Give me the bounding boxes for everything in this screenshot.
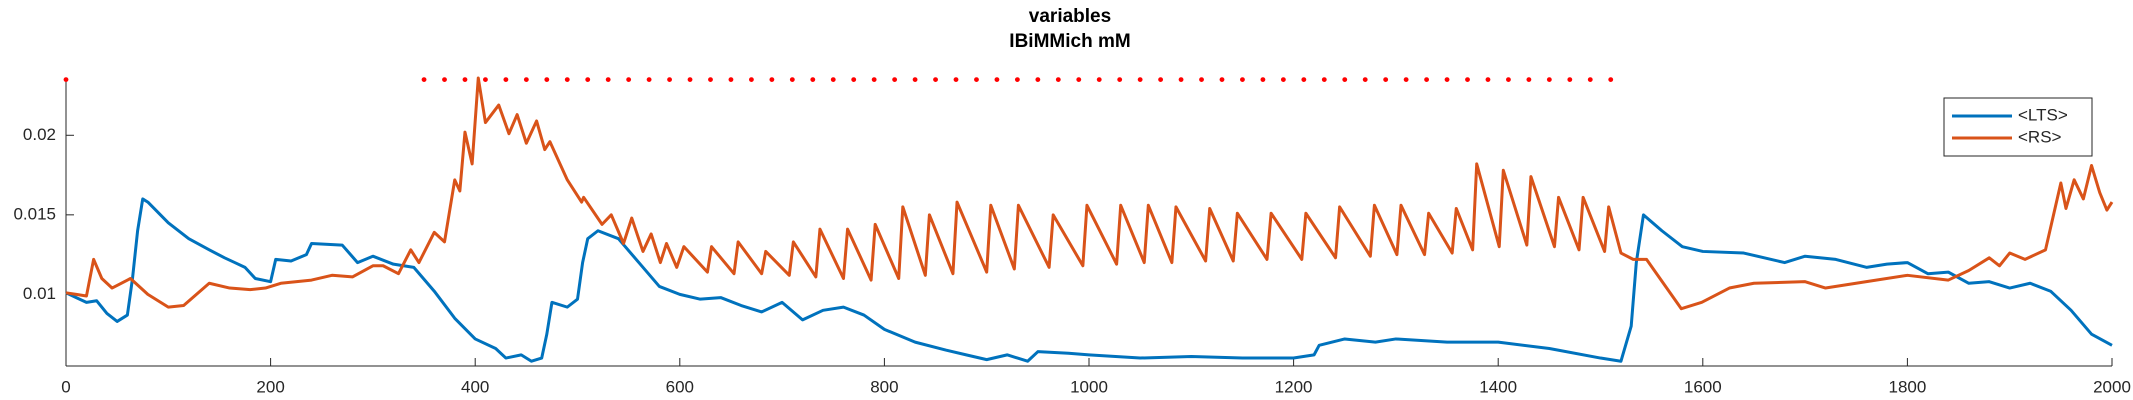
marker-dot	[63, 77, 69, 82]
marker-dot	[1465, 77, 1470, 82]
marker-dot	[892, 77, 898, 82]
marker-dot	[687, 77, 693, 82]
x-tick-label: 2000	[2093, 377, 2131, 396]
x-tick-label: 1400	[1479, 377, 1517, 396]
marker-dot	[1444, 77, 1450, 82]
marker-dot	[1506, 77, 1511, 82]
x-tick-label: 1800	[1888, 377, 1926, 396]
marker-dot	[769, 77, 775, 82]
marker-dot	[1485, 77, 1491, 82]
marker-dot	[708, 77, 713, 82]
marker-dot	[1362, 77, 1368, 82]
marker-dot	[789, 77, 795, 82]
x-tick-label: 1600	[1684, 377, 1722, 396]
marker-dot	[1219, 77, 1225, 82]
marker-dot	[605, 77, 611, 82]
marker-dot	[810, 77, 816, 82]
y-tick-label: 0.015	[13, 204, 56, 223]
marker-dot	[871, 77, 877, 82]
marker-dot	[1587, 77, 1593, 82]
marker-dot	[728, 77, 734, 82]
marker-dot	[442, 77, 447, 82]
marker-dot	[1014, 77, 1020, 82]
marker-dot	[1055, 77, 1061, 82]
marker-dot	[667, 77, 672, 82]
marker-dot	[646, 77, 652, 82]
marker-dot	[933, 77, 938, 82]
legend-label: <LTS>	[2018, 105, 2068, 124]
x-tick-label: 1000	[1070, 377, 1108, 396]
marker-dot	[585, 77, 591, 82]
chart-title: variables	[1029, 6, 1111, 27]
legend-box	[1943, 97, 2093, 157]
marker-dot	[1526, 77, 1532, 82]
marker-dot	[523, 77, 529, 82]
marker-dot	[462, 77, 468, 82]
marker-dot	[851, 77, 857, 82]
series-line	[65, 197, 2113, 363]
marker-dot	[1199, 77, 1204, 82]
x-tick-label: 1200	[1275, 377, 1313, 396]
x-tick-label: 0	[61, 377, 70, 396]
marker-dot	[1158, 77, 1164, 82]
marker-dot	[544, 77, 550, 82]
x-tick-label: 600	[666, 377, 694, 396]
marker-dot	[626, 77, 632, 82]
y-tick-label: 0.02	[23, 125, 56, 144]
marker-dot	[1096, 77, 1102, 82]
marker-dot	[749, 77, 754, 82]
marker-dot	[564, 77, 570, 82]
marker-dot	[953, 77, 959, 82]
x-tick-label: 800	[870, 377, 898, 396]
marker-dot	[1260, 77, 1266, 82]
marker-dot	[974, 77, 979, 82]
marker-dot	[1342, 77, 1348, 82]
marker-dot	[1280, 77, 1286, 82]
marker-dot	[1424, 77, 1429, 82]
marker-dot	[1608, 77, 1614, 82]
marker-dot	[1035, 77, 1041, 82]
marker-dot	[1117, 77, 1123, 82]
marker-dot	[1178, 77, 1184, 82]
marker-dot	[483, 77, 488, 82]
x-tick-label: 200	[256, 377, 284, 396]
marker-dot	[1301, 77, 1307, 82]
marker-dot	[830, 77, 836, 82]
chart-subtitle: IBiMMich mM	[1009, 31, 1130, 52]
marker-dot	[1076, 77, 1082, 82]
marker-dot	[994, 77, 1000, 82]
marker-dot	[1567, 77, 1573, 82]
y-tick-label: 0.01	[23, 284, 56, 303]
series-line	[65, 76, 2114, 311]
marker-dot	[1383, 77, 1389, 82]
marker-dot	[1546, 77, 1552, 82]
marker-dot	[912, 77, 918, 82]
marker-dot	[503, 77, 509, 82]
marker-dot	[1321, 77, 1327, 82]
marker-dot	[421, 77, 427, 82]
marker-dot	[1240, 77, 1245, 82]
marker-dot	[1403, 77, 1409, 82]
marker-dot	[1137, 77, 1143, 82]
x-tick-label: 400	[461, 377, 489, 396]
legend-label: <RS>	[2018, 127, 2062, 146]
